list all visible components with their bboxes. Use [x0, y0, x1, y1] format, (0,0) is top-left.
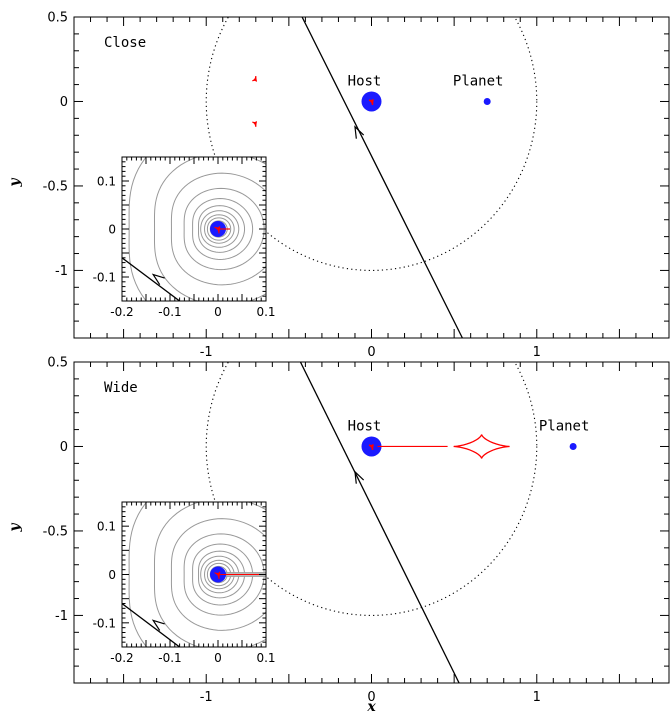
main-ytick-label: 0.5 [47, 11, 68, 26]
main-ytick-label: 0 [60, 95, 68, 110]
einstein-ring [205, 17, 538, 271]
contour-line [204, 214, 235, 244]
inset-central-caustic [214, 571, 221, 580]
x-axis-label: x [366, 699, 376, 715]
inset-xtick-label: 0 [214, 651, 222, 665]
contour-line [153, 502, 266, 647]
contour-line [200, 210, 240, 248]
contour-line [200, 555, 240, 594]
host-label: Host [348, 73, 382, 89]
contour-line [206, 217, 232, 241]
inset-central-caustic [214, 226, 221, 234]
planet [483, 97, 491, 105]
inset: -0.2 -0.1 0 0.1 0.1 0 -0.1 [93, 501, 276, 665]
main-xtick-label: 0 [367, 345, 375, 360]
main-xtick-label: 1 [533, 345, 541, 360]
einstein-ring [205, 362, 538, 616]
main-ytick-label: -1 [55, 264, 68, 279]
inset-xtick-label: -0.1 [158, 651, 181, 665]
panel-label: Close [104, 35, 146, 51]
central-caustic [368, 99, 374, 106]
inset-ytick-label: -0.1 [93, 271, 116, 285]
inset-ytick-label: 0 [108, 568, 116, 582]
main-trajectory-arrow [354, 125, 365, 139]
main-ytick-label: 0.5 [47, 356, 68, 371]
planet [569, 442, 577, 450]
host-label: Host [348, 418, 382, 434]
contour-line [128, 502, 148, 647]
contour-line [128, 157, 147, 301]
magnification-contours [128, 157, 266, 301]
main-trajectory-arrow [354, 470, 365, 484]
main-xtick-label: -1 [200, 690, 213, 705]
contour-line [206, 562, 232, 587]
planetary-caustic [252, 121, 258, 127]
y-axis-label: y [7, 523, 23, 533]
inset-trajectory-arrow [151, 273, 165, 285]
panel-close: Host Planet Close -1 0 1 0.5 0 -0.5 -1 y -0.2 -0.1 0 0… [7, 11, 670, 360]
main-xtick-label: 0 [367, 690, 375, 705]
inset-source-trajectory [122, 257, 180, 301]
main-xtick-label: 1 [533, 690, 541, 705]
contour-line [192, 543, 254, 606]
contour-line [183, 187, 265, 271]
inset-ytick-label: -0.1 [93, 616, 116, 630]
central-caustic [368, 444, 374, 451]
contour-line [192, 198, 254, 260]
inset-ytick-label: 0.1 [97, 520, 116, 534]
inset: -0.2 -0.1 0 0.1 0.1 0 -0.1 [93, 156, 276, 319]
main-xtick-label: -1 [200, 345, 213, 360]
planet-label: Planet [453, 73, 504, 89]
magnification-contours [128, 502, 266, 647]
inset-xtick-label: 0 [214, 305, 222, 319]
planet-label: Planet [539, 418, 590, 434]
inset-ytick-label: 0 [108, 223, 116, 237]
contour-line [204, 559, 235, 590]
inset-xtick-label: -0.1 [158, 305, 181, 319]
inset-xtick-label: -0.2 [110, 305, 133, 319]
contour-line [198, 205, 246, 253]
panel-label: Wide [104, 380, 138, 396]
contour-line [170, 518, 266, 631]
inset-xtick-label: -0.2 [110, 651, 133, 665]
panel-wide: Host Planet Wide -1 0 1 0.5 0 -0.5 -1 y x -0.2 -0.1 0 0… [7, 356, 670, 715]
planetary-caustic [252, 75, 258, 82]
contour-line [153, 157, 266, 301]
inset-xtick-label: 0.1 [256, 651, 275, 665]
contour-line [170, 172, 266, 286]
main-ytick-label: -1 [55, 609, 68, 624]
inset-xtick-label: 0.1 [256, 305, 275, 319]
contour-line [198, 550, 246, 599]
inset-source-trajectory [122, 602, 180, 647]
main-ytick-label: -0.5 [43, 524, 68, 539]
planetary-caustic [453, 434, 510, 459]
main-source-trajectory [301, 17, 463, 338]
inset-trajectory-arrow [151, 619, 165, 631]
main-source-trajectory [299, 362, 460, 683]
inset-ytick-label: 0.1 [97, 175, 116, 189]
main-ytick-label: 0 [60, 440, 68, 455]
inset-background [122, 157, 266, 301]
y-axis-label: y [7, 178, 23, 188]
contour-line [183, 533, 265, 616]
main-ytick-label: -0.5 [43, 179, 68, 194]
